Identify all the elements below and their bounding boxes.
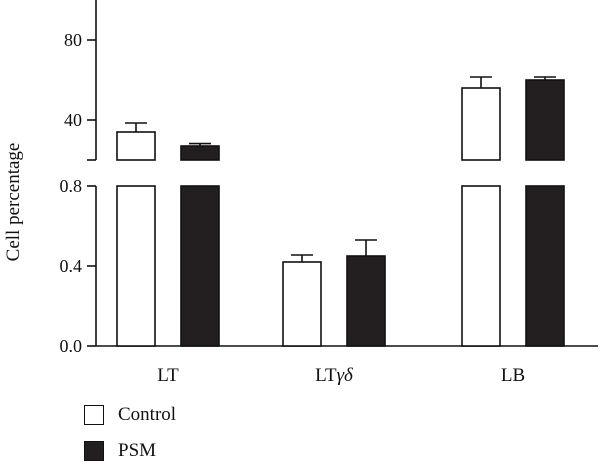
x-tick-label: LTγδ — [315, 365, 354, 386]
bar — [461, 185, 501, 347]
bar — [461, 87, 501, 161]
y-tick-label: 80 — [64, 30, 82, 50]
bar — [282, 261, 322, 347]
x-tick-label: LB — [501, 365, 525, 386]
bar — [116, 185, 156, 347]
axes — [87, 0, 598, 347]
bars — [116, 76, 565, 347]
bar — [346, 255, 386, 347]
legend-label-control: Control — [118, 404, 177, 425]
legend-item-control: Control — [84, 404, 176, 426]
bar — [180, 185, 220, 347]
legend-label-psm: PSM — [118, 440, 157, 461]
y-axis-label: Cell percentage — [3, 143, 24, 262]
y-tick-label: 0.4 — [60, 256, 83, 276]
bar — [180, 145, 220, 161]
y-tick-label: 40 — [64, 110, 82, 130]
y-tick-label: 0.0 — [60, 336, 83, 356]
tick-labels: 0.0 0.4 0.8 40 80 LT LTγδ LB — [60, 30, 526, 386]
y-tick-label: 0.8 — [60, 176, 83, 196]
bar — [525, 185, 565, 347]
legend-item-psm: PSM — [84, 440, 176, 462]
legend-swatch-control — [84, 405, 104, 425]
legend-swatch-psm — [84, 441, 104, 461]
bar — [116, 131, 156, 161]
x-tick-label: LT — [157, 365, 179, 386]
legend: Control PSM — [84, 404, 176, 476]
bar — [525, 79, 565, 161]
